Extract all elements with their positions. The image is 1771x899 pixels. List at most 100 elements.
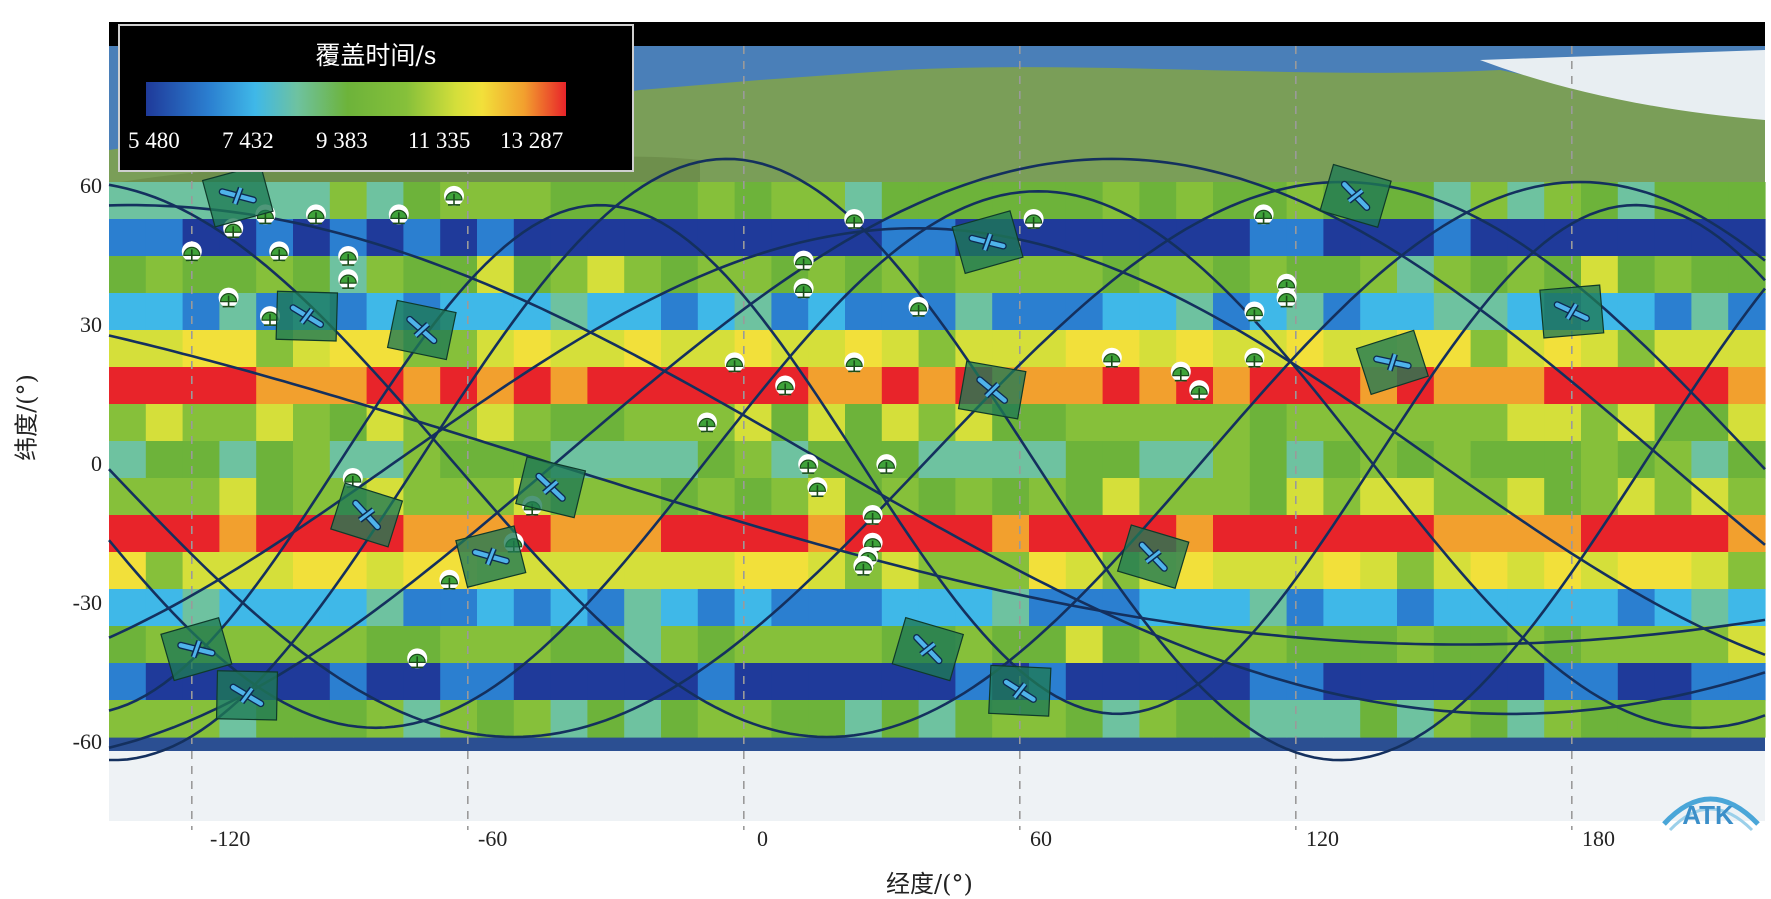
coverage-cell bbox=[1691, 219, 1729, 257]
ground-track bbox=[108, 157, 1766, 749]
coverage-cell bbox=[550, 515, 588, 553]
coverage-cell bbox=[1065, 330, 1104, 368]
satellites bbox=[160, 163, 1605, 721]
ground-station-icon bbox=[338, 246, 359, 266]
coverage-cell bbox=[1470, 256, 1508, 294]
coverage-cell bbox=[1544, 700, 1582, 738]
coverage-cell bbox=[109, 219, 147, 257]
coverage-cell bbox=[1691, 404, 1729, 442]
coverage-cell bbox=[1654, 515, 1692, 553]
coverage-cell bbox=[1507, 404, 1545, 442]
coverage-cell bbox=[1691, 256, 1729, 294]
coverage-cell bbox=[477, 293, 515, 331]
coverage-cell bbox=[955, 182, 993, 220]
coverage-cell bbox=[1065, 219, 1104, 257]
coverage-cell bbox=[1286, 589, 1324, 627]
coverage-cell bbox=[550, 256, 588, 294]
coverage-cell bbox=[845, 626, 883, 664]
ground-station-icon bbox=[775, 375, 796, 396]
ground-station-icon bbox=[1276, 287, 1297, 308]
coverage-cell bbox=[1581, 663, 1619, 701]
satellite-icon bbox=[951, 210, 1024, 275]
coverage-cell bbox=[440, 589, 478, 627]
coverage-cell bbox=[1360, 589, 1398, 627]
ground-station-icon bbox=[793, 278, 814, 299]
coverage-cell bbox=[734, 256, 772, 294]
antarctica-ice bbox=[109, 751, 1765, 821]
coverage-cell bbox=[109, 478, 147, 516]
ground-station-icon bbox=[181, 241, 202, 262]
coverage-cell bbox=[1544, 478, 1582, 516]
coverage-cell bbox=[1433, 219, 1472, 257]
coverage-cell bbox=[1470, 404, 1508, 442]
coverage-cell bbox=[734, 552, 772, 590]
coverage-cell bbox=[1176, 700, 1214, 738]
coverage-cell bbox=[1654, 478, 1692, 516]
coverage-cell bbox=[1507, 515, 1545, 553]
coverage-cell bbox=[808, 663, 846, 701]
coverage-cell bbox=[1507, 182, 1545, 220]
coverage-cell bbox=[1691, 663, 1729, 701]
coverage-cell bbox=[918, 256, 956, 294]
coverage-cell bbox=[1397, 589, 1435, 627]
coverage-cell bbox=[1065, 293, 1104, 331]
coverage-cell bbox=[697, 478, 736, 516]
coverage-cell bbox=[661, 182, 699, 220]
coverage-cell bbox=[1213, 515, 1251, 553]
coverage-cell bbox=[440, 441, 478, 479]
coverage-cell bbox=[1249, 219, 1288, 257]
coverage-cell bbox=[992, 293, 1030, 331]
coverage-cell bbox=[1213, 367, 1251, 405]
coverage-cell bbox=[771, 330, 809, 368]
coverage-cell bbox=[366, 626, 404, 664]
coverage-cell bbox=[256, 515, 294, 553]
coverage-cell bbox=[1433, 663, 1472, 701]
coverage-cell bbox=[1397, 293, 1435, 331]
coverage-cell bbox=[1323, 441, 1361, 479]
coverage-cell bbox=[624, 700, 662, 738]
coverage-cell bbox=[477, 404, 515, 442]
coverage-cell bbox=[1102, 478, 1140, 516]
coverage-cell bbox=[1654, 700, 1692, 738]
coverage-cell bbox=[1213, 219, 1251, 257]
coverage-cell bbox=[661, 552, 699, 590]
coverage-cell bbox=[256, 367, 294, 405]
coverage-cell bbox=[1728, 626, 1766, 664]
legend-tick: 5 480 bbox=[128, 128, 180, 153]
coverage-cell bbox=[329, 182, 368, 220]
ground-station-icon bbox=[218, 287, 239, 308]
coverage-cell bbox=[992, 552, 1030, 590]
coverage-cell bbox=[513, 182, 552, 220]
coverage-cell bbox=[1617, 293, 1656, 331]
coverage-cell bbox=[513, 330, 552, 368]
coverage-cell bbox=[219, 404, 257, 442]
ground-station-icon bbox=[876, 454, 897, 475]
coverage-cell bbox=[1728, 515, 1766, 553]
coverage-cell bbox=[1065, 404, 1104, 442]
coverage-cell bbox=[1544, 626, 1582, 664]
coverage-cell bbox=[1102, 663, 1140, 701]
coverage-cell bbox=[145, 256, 184, 294]
coverage-cell bbox=[1249, 478, 1288, 516]
coverage-cell bbox=[219, 441, 257, 479]
coverage-cell bbox=[1507, 478, 1545, 516]
coverage-cell bbox=[1581, 478, 1619, 516]
coverage-cell bbox=[1323, 330, 1361, 368]
satellite-icon bbox=[1539, 284, 1605, 339]
coverage-cell bbox=[550, 330, 588, 368]
coverage-cell bbox=[1102, 367, 1140, 405]
x-axis-title: 经度/(°) bbox=[886, 870, 973, 898]
coverage-cell bbox=[550, 663, 588, 701]
coverage-cell bbox=[1249, 552, 1288, 590]
coverage-cell bbox=[477, 441, 515, 479]
coverage-cell bbox=[881, 330, 920, 368]
coverage-cell bbox=[1213, 478, 1251, 516]
x-tick-label: 60 bbox=[1030, 826, 1052, 851]
coverage-cell bbox=[992, 478, 1030, 516]
x-tick-label: -60 bbox=[478, 826, 508, 851]
coverage-cell bbox=[845, 293, 883, 331]
coverage-cell bbox=[1397, 478, 1435, 516]
satellite-icon bbox=[275, 290, 339, 342]
satellite-icon bbox=[988, 664, 1052, 717]
ground-track bbox=[108, 203, 1766, 716]
